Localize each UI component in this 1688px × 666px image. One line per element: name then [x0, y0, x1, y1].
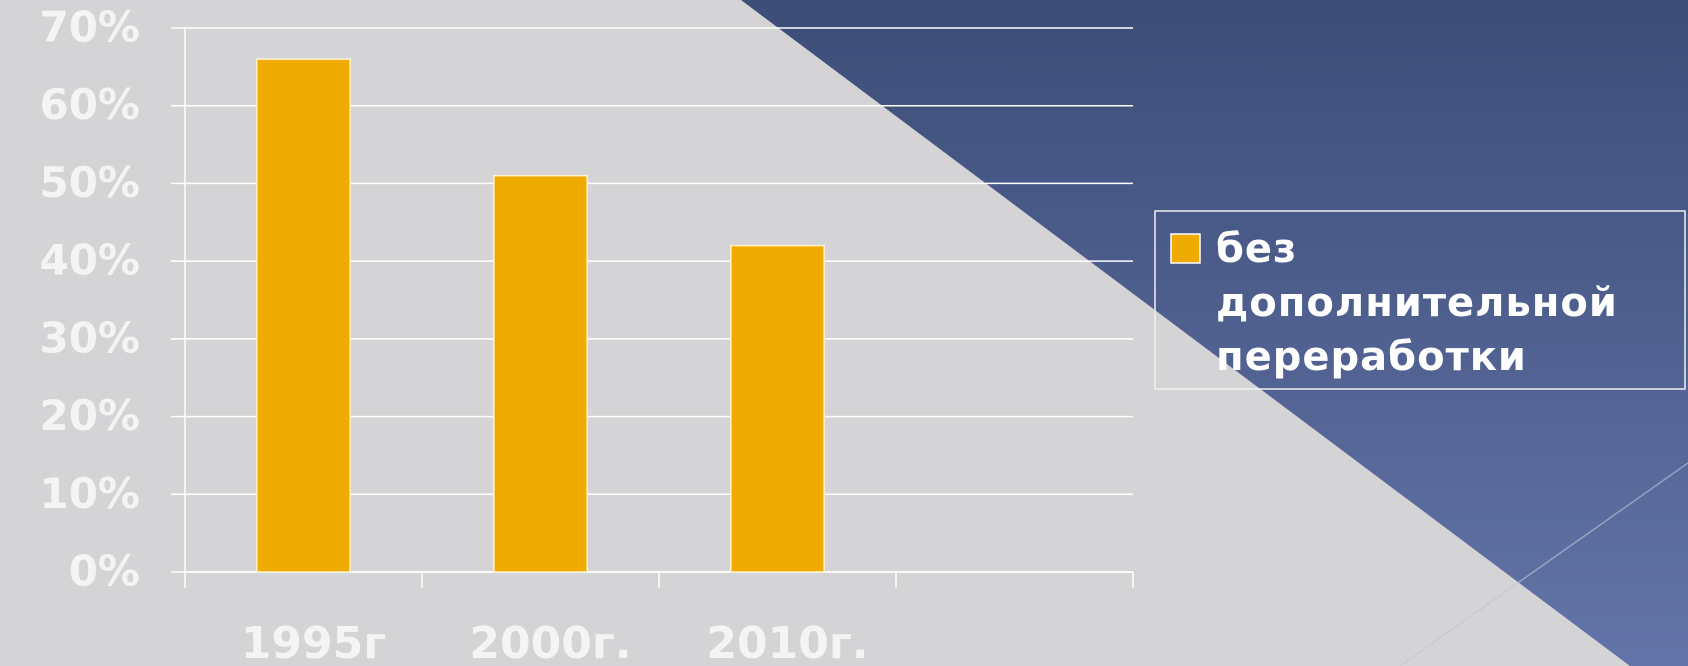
x-tick-label: 2000г.: [469, 618, 631, 666]
y-tick-label: 20%: [39, 391, 140, 440]
y-tick-label: 40%: [39, 236, 140, 285]
background-triangle: [741, 0, 1688, 666]
x-tick-label: 1995г: [241, 618, 386, 666]
x-tick-label: 2010г.: [706, 618, 868, 666]
y-tick-label: 70%: [39, 3, 140, 52]
y-tick-label: 0%: [69, 547, 140, 596]
y-tick-label: 10%: [39, 469, 140, 518]
y-tick-label: 30%: [39, 313, 140, 362]
y-tick-label: 50%: [39, 158, 140, 207]
legend-box: [1154, 210, 1686, 390]
bar: [256, 58, 351, 573]
legend-swatch: [1170, 233, 1201, 264]
bar: [730, 244, 825, 573]
bar: [493, 174, 588, 573]
decor-line: [1399, 462, 1688, 666]
y-tick-label: 60%: [39, 80, 140, 129]
legend-label: без дополнительной переработки: [1216, 226, 1618, 380]
